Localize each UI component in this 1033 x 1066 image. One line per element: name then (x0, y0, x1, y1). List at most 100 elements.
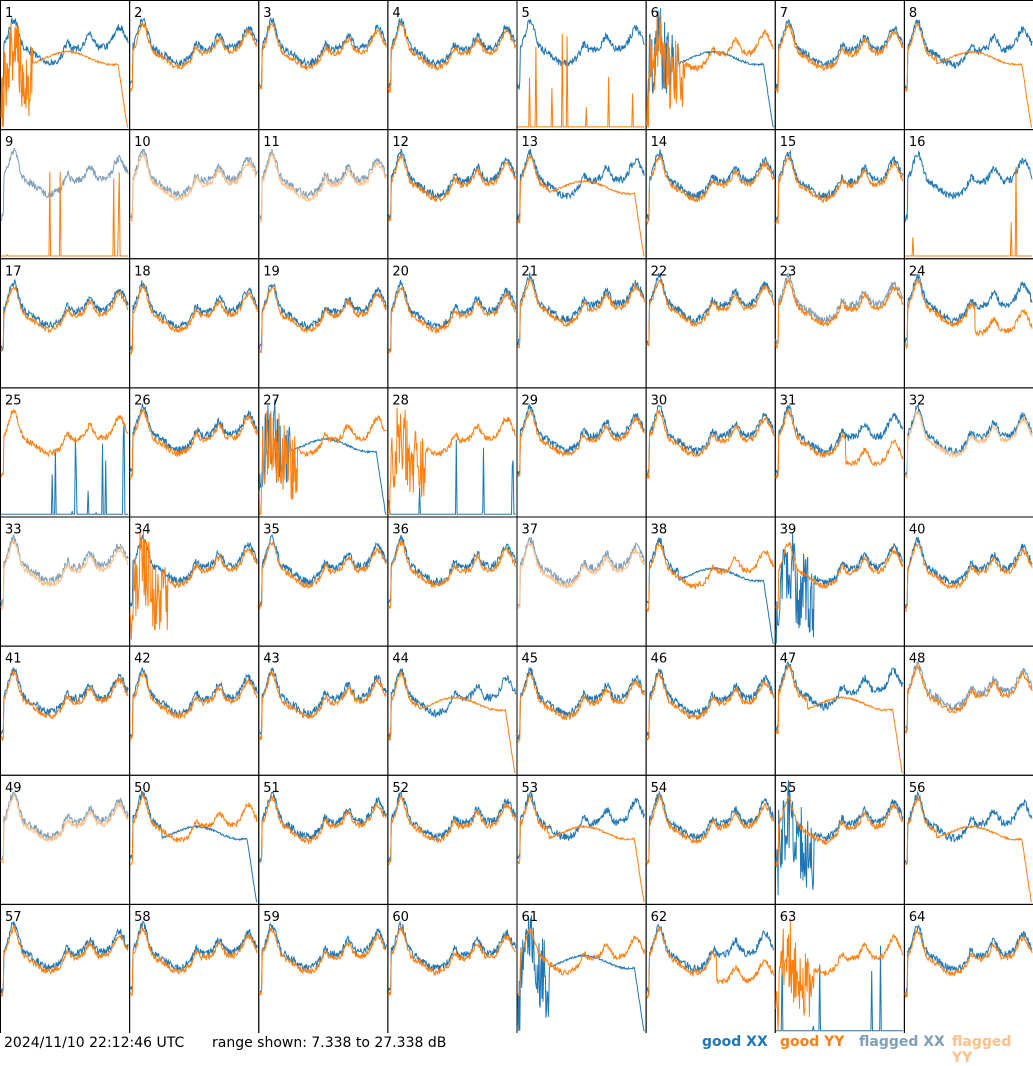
panel-52-good-YY-line (387, 794, 516, 865)
panel-18-good-XX-line (129, 280, 258, 351)
panel-label: 50 (134, 781, 151, 796)
panel-label: 15 (780, 135, 797, 150)
panel-9-flagged-XX-line (0, 147, 129, 222)
panel-33-flagged-YY-line (0, 539, 129, 611)
panel-frame (129, 0, 260, 131)
panel-24-good-YY-line (904, 280, 1033, 350)
panel-17-good-XX-line (0, 278, 129, 351)
panel-label: 21 (522, 264, 539, 279)
panel-53-good-YY-line (517, 795, 645, 903)
panel-5-good-XX-line (517, 18, 645, 91)
panel-54-good-XX-line (646, 790, 775, 863)
panel-label: 22 (651, 264, 668, 279)
panel-label: 19 (263, 264, 280, 279)
panel-34: 34 (129, 516, 260, 647)
panel-label: 12 (392, 135, 409, 150)
panel-2-good-YY-line (129, 22, 258, 93)
panel-1-good-XX-line (0, 17, 129, 88)
panel-label: 62 (651, 910, 668, 925)
panel-63-good-XX-line (775, 945, 903, 1032)
panel-52-good-XX-line (387, 790, 516, 863)
panel-label: 25 (5, 393, 22, 408)
panel-24-good-XX-line (904, 273, 1033, 346)
panel-47-good-YY-line (775, 664, 903, 773)
panel-34-good-YY-line (129, 529, 258, 640)
panel-6: 6 (645, 0, 776, 131)
panel-51: 51 (258, 774, 389, 905)
legend-good-yy: good YY (780, 1034, 845, 1050)
panel-57-good-XX-line (0, 921, 129, 994)
panel-26-good-YY-line (129, 408, 258, 481)
panel-label: 57 (5, 910, 22, 925)
panel-54: 54 (645, 774, 776, 905)
panel-60: 60 (387, 903, 518, 1033)
panel-5-good-YY-line (517, 33, 645, 128)
panel-49-flagged-YY-line (0, 792, 129, 864)
panel-29: 29 (516, 387, 647, 518)
panel-33: 33 (0, 516, 131, 647)
panel-58: 58 (129, 903, 260, 1033)
panel-label: 61 (522, 910, 539, 925)
panel-24: 24 (903, 258, 1033, 389)
range-label: range shown: 7.338 to 27.338 dB (212, 1035, 447, 1051)
panel-57: 57 (0, 903, 131, 1033)
panel-64: 64 (903, 903, 1033, 1033)
panel-55-good-XX-line (775, 780, 904, 896)
panel-17: 17 (0, 258, 131, 389)
panel-5: 5 (516, 0, 647, 131)
panel-14-good-YY-line (646, 154, 775, 225)
panel-10: 10 (129, 129, 260, 260)
panel-22: 22 (645, 258, 776, 389)
panel-59: 59 (258, 903, 389, 1033)
panel-46: 46 (645, 645, 776, 776)
panel-32-flagged-YY-line (904, 409, 1033, 480)
panel-6-good-YY-line (646, 11, 774, 128)
panel-61-good-XX-line (517, 915, 645, 1032)
panel-14-good-XX-line (646, 149, 775, 222)
panel-47: 47 (774, 645, 905, 776)
panel-label: 23 (780, 264, 797, 279)
panel-label: 35 (263, 523, 280, 538)
panel-label: 63 (780, 910, 797, 925)
panel-39-good-YY-line (775, 542, 904, 610)
panel-8: 8 (903, 0, 1033, 131)
panel-7-good-YY-line (775, 23, 904, 94)
panel-label: 51 (263, 781, 280, 796)
panel-label: 47 (780, 652, 797, 667)
panel-17-good-YY-line (0, 286, 129, 352)
panel-12: 12 (387, 129, 518, 260)
panel-55: 55 (774, 774, 905, 905)
panel-4-good-XX-line (388, 17, 516, 90)
panel-label: 43 (263, 652, 280, 667)
panel-label: 44 (392, 652, 409, 667)
panel-29-good-XX-line (517, 402, 645, 477)
panel-13-good-YY-line (517, 154, 645, 257)
panel-21-good-XX-line (517, 272, 645, 346)
panel-38: 38 (645, 516, 776, 647)
panel-label: 11 (263, 135, 280, 150)
panel-36: 36 (387, 516, 518, 647)
panel-label: 42 (134, 652, 151, 667)
panel-11-flagged-XX-line (258, 148, 387, 220)
panel-53-good-XX-line (517, 790, 646, 860)
panel-label: 64 (909, 910, 926, 925)
panel-12-good-YY-line (387, 153, 516, 222)
panel-label: 48 (909, 652, 926, 667)
panel-50-good-XX-line (129, 790, 258, 903)
panel-36-good-YY-line (387, 539, 516, 609)
panel-12-good-XX-line (388, 148, 516, 221)
panel-43: 43 (258, 645, 389, 776)
panel-label: 14 (651, 135, 668, 150)
panel-label: 58 (134, 910, 151, 925)
panel-51-good-YY-line (258, 794, 387, 864)
panel-label: 24 (909, 264, 926, 279)
panel-22-good-YY-line (646, 278, 775, 347)
panel-20-good-XX-line (387, 279, 516, 351)
panel-50-good-YY-line (129, 793, 258, 866)
panel-13-good-XX-line (517, 148, 645, 221)
panel-26: 26 (129, 387, 260, 518)
panel-label: 33 (5, 523, 22, 538)
panel-61: 61 (516, 903, 647, 1033)
panel-13: 13 (516, 129, 647, 260)
panel-label: 27 (263, 393, 280, 408)
